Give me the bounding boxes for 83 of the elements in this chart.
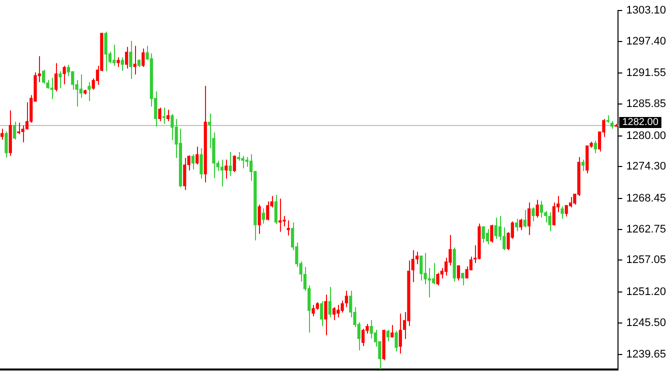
y-tick-label: 1251.20 <box>626 286 666 298</box>
candlestick <box>532 206 535 222</box>
candlestick <box>21 125 24 143</box>
candlestick <box>266 200 270 221</box>
candlestick <box>436 272 440 286</box>
candlestick <box>523 210 526 228</box>
candlestick <box>258 204 261 234</box>
candlestick <box>241 155 244 169</box>
candlestick <box>42 69 46 84</box>
candlestick <box>594 140 597 154</box>
candlestick <box>312 304 315 317</box>
candlestick <box>274 194 278 225</box>
candlestick <box>54 62 58 92</box>
ref-line-label: 1282.00 <box>622 117 659 128</box>
candlestick <box>340 300 344 313</box>
candlestick <box>170 114 174 141</box>
candlestick <box>519 218 522 231</box>
candlestick <box>88 82 91 102</box>
candlestick <box>548 212 552 232</box>
candlestick <box>344 290 348 308</box>
candlestick <box>527 202 531 236</box>
candlestick <box>58 70 62 89</box>
candlestick <box>456 264 460 282</box>
candlestick <box>420 255 423 282</box>
candlestick <box>515 218 518 232</box>
candlestick <box>540 200 544 218</box>
candlestick <box>124 46 128 70</box>
y-tick-label: 1285.85 <box>626 98 666 110</box>
candlestick <box>166 109 170 122</box>
y-tick-label: 1257.05 <box>626 254 666 266</box>
candlestick <box>142 48 145 68</box>
candlestick <box>17 122 20 135</box>
candlestick <box>390 324 394 338</box>
candlestick <box>183 158 186 190</box>
candlestick <box>220 159 224 187</box>
candlestick <box>224 159 228 180</box>
candlestick <box>362 328 365 347</box>
candlestick <box>552 202 556 226</box>
candlestick <box>536 199 539 218</box>
y-tick-label: 1245.50 <box>626 316 666 329</box>
candlestick <box>560 206 564 220</box>
candlestick <box>104 31 108 72</box>
candlestick <box>324 294 328 336</box>
candlestick <box>116 56 120 68</box>
candlestick <box>482 226 485 244</box>
candlestick <box>386 329 390 342</box>
y-tick-label: 1239.65 <box>626 348 666 361</box>
candlestick <box>228 152 232 176</box>
candlestick <box>394 330 398 352</box>
candlestick <box>196 146 199 166</box>
candlestick <box>200 148 203 180</box>
candlestick <box>320 300 324 327</box>
candlestick <box>129 40 132 80</box>
candlestick <box>191 154 194 170</box>
candlestick <box>262 208 266 224</box>
candlestick <box>424 252 427 285</box>
candlestick <box>332 306 336 321</box>
candlestick <box>120 56 124 72</box>
candlestick <box>486 228 490 245</box>
candlestick <box>370 320 373 340</box>
y-tick-label: 1303.10 <box>626 4 666 17</box>
candlestick <box>0 128 4 140</box>
y-tick-label: 1268.45 <box>626 192 666 204</box>
candlestick <box>71 70 74 90</box>
candlestick <box>4 130 8 158</box>
y-tick-label: 1280.00 <box>626 130 666 142</box>
candlestick <box>232 154 236 173</box>
candlestick <box>328 286 332 318</box>
y-tick-label: 1291.55 <box>626 67 666 80</box>
candlestick <box>62 65 66 85</box>
candlestick <box>494 217 498 240</box>
candlestick <box>162 107 166 124</box>
candlestick <box>133 45 136 76</box>
candlestick <box>490 224 494 244</box>
y-tick-label: 1262.75 <box>626 223 666 236</box>
y-tick-label: 1297.40 <box>626 36 666 48</box>
candlestick <box>564 204 568 218</box>
candlestick <box>158 107 162 122</box>
candlestick <box>112 44 116 66</box>
candlestick <box>12 121 16 140</box>
candlestick <box>461 272 464 286</box>
candlestick <box>398 313 402 354</box>
y-tick-label: 1274.30 <box>626 160 666 173</box>
